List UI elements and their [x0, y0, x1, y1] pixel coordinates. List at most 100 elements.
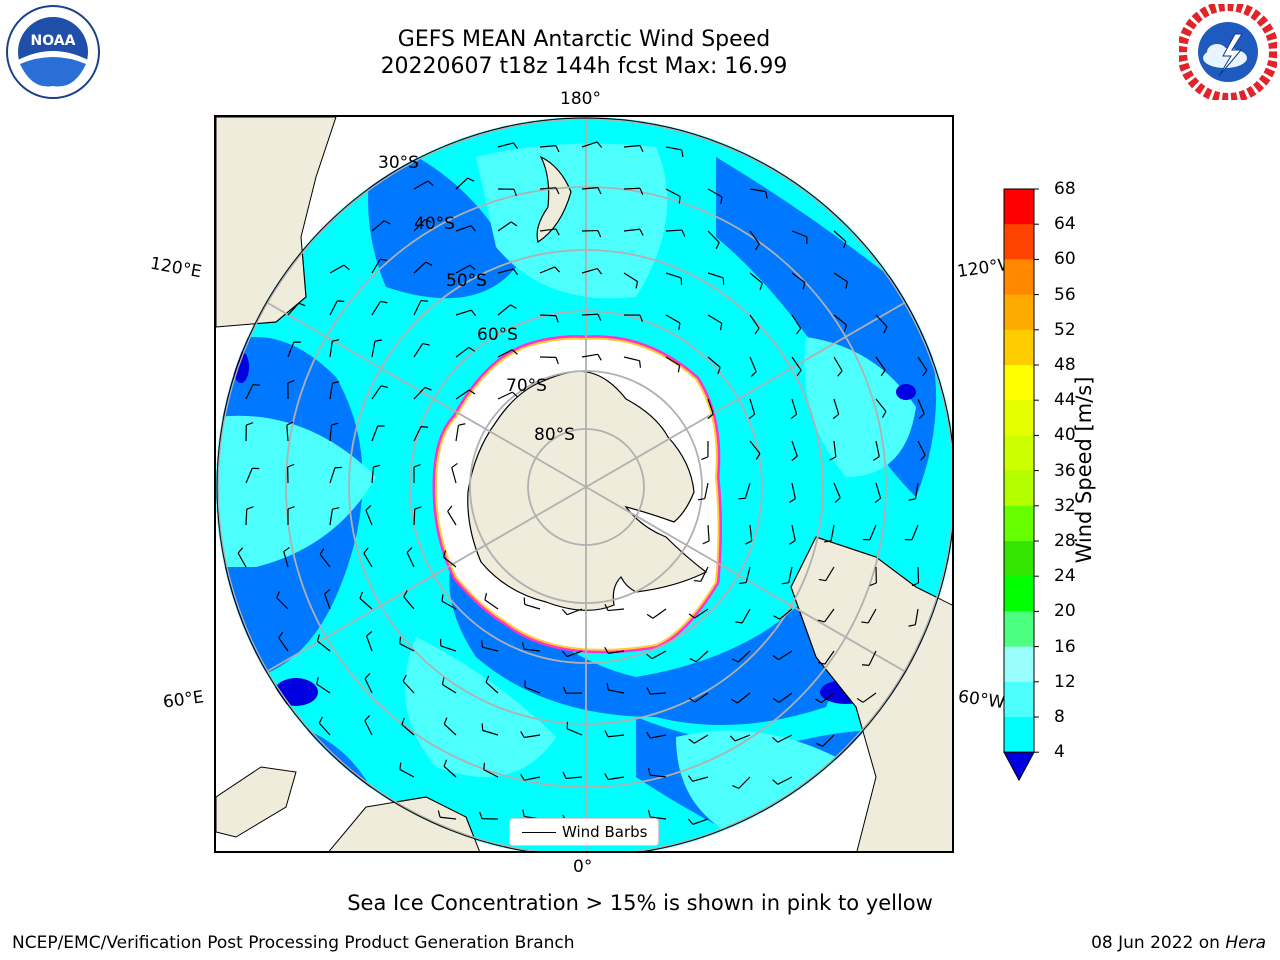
colorbar-tick-label: 56 — [1054, 284, 1076, 305]
wind-barb-staff — [914, 482, 919, 499]
wind-barb-staff — [665, 272, 682, 279]
wind-barb-flag — [554, 266, 561, 273]
wind-barb-flag — [702, 540, 710, 545]
wind-barb-staff — [403, 596, 415, 610]
wind-barb-staff — [791, 482, 796, 499]
wind-barb-staff — [539, 228, 556, 232]
wind-barb-staff — [824, 608, 835, 623]
wind-barb-staff — [455, 225, 472, 232]
wind-barb-staff — [371, 425, 379, 442]
wind-barb-staff — [581, 313, 599, 316]
wind-barb-staff — [364, 678, 373, 694]
wind-barb-staff — [608, 650, 625, 654]
wind-barb-staff — [917, 398, 925, 414]
wind-barb-staff — [665, 314, 681, 324]
colorbar-tick-label: 4 — [1054, 742, 1065, 763]
wind-barb-flag — [688, 738, 695, 744]
wind-barb-staff — [413, 386, 426, 400]
wind-barb-flag — [635, 281, 639, 289]
wind-barb-flag — [646, 731, 651, 739]
wind-barb-flag — [791, 455, 798, 462]
lon-label-180: 180° — [560, 89, 601, 109]
wind-barb-staff — [707, 524, 710, 542]
wind-barb-flag — [422, 343, 430, 346]
wind-barb-flag — [688, 697, 696, 703]
wind-barb-staff — [413, 180, 429, 190]
wind-barb-staff — [447, 511, 457, 526]
wind-barb-flag — [298, 302, 306, 307]
wind-barb-staff — [483, 769, 499, 778]
wind-barb-staff — [917, 356, 928, 371]
wind-barb-staff — [707, 230, 720, 243]
wind-barb-flag — [597, 353, 602, 361]
colorbar-segment — [1004, 435, 1034, 472]
wind-barb-staff — [665, 356, 680, 366]
wind-barb-staff — [329, 509, 333, 526]
wind-barb-flag — [908, 624, 916, 627]
wind-barb-flag — [880, 369, 886, 377]
wind-barb-staff — [693, 734, 709, 744]
wind-barb-staff — [371, 467, 375, 484]
wind-barb-flag — [403, 590, 408, 597]
colorbar-tick-label: 36 — [1054, 460, 1076, 481]
wind-barb-staff — [869, 524, 877, 540]
wind-barb-staff — [455, 389, 470, 400]
wind-barb-flag — [561, 650, 568, 657]
wind-barb-staff — [749, 188, 766, 193]
wind-barb-staff — [704, 482, 709, 499]
wind-barb-staff — [581, 267, 598, 274]
wind-barb-staff — [497, 349, 513, 358]
wind-barb-staff — [868, 650, 877, 666]
wind-barb-staff — [413, 219, 426, 232]
colorbar-segment — [1004, 294, 1034, 331]
wind-barb-flag — [246, 506, 254, 510]
colorbar-tick-label: 40 — [1054, 425, 1076, 446]
colorbar-segment — [1004, 681, 1034, 718]
wind-barb-staff — [276, 597, 289, 610]
wind-barb-staff — [707, 272, 724, 279]
wind-barb-staff — [652, 608, 667, 619]
wind-barb-staff — [608, 734, 625, 738]
wind-barb-staff — [749, 524, 753, 541]
wind-barb-flag — [469, 264, 476, 271]
wind-barb-flag — [755, 243, 760, 251]
wind-barb-flag — [442, 550, 447, 558]
wind-barb-flag — [834, 497, 841, 504]
wind-barb-flag — [380, 300, 388, 304]
wind-barb-staff — [316, 683, 331, 694]
wind-barb-staff — [566, 776, 583, 780]
wind-barb-flag — [470, 225, 477, 232]
wind-barb-flag — [781, 582, 789, 585]
wind-barb-staff — [455, 309, 472, 316]
lat-label-40s: 40°S — [414, 214, 455, 234]
wind-barb-staff — [524, 686, 541, 694]
wind-barb-flag — [447, 505, 453, 512]
wind-barb-flag — [837, 370, 843, 377]
wind-barb-staff — [329, 341, 333, 358]
wind-barb-flag — [729, 735, 736, 742]
wind-barb-staff — [791, 314, 802, 329]
wind-barb-flag — [908, 498, 916, 501]
wind-barb-flag — [332, 507, 340, 510]
wind-barb-flag — [364, 673, 371, 679]
wind-barb-flag — [717, 367, 721, 375]
wind-barb-flag — [604, 730, 609, 737]
new-zealand-land — [536, 155, 572, 243]
wind-barb-flag — [562, 771, 567, 779]
nws-logo — [1179, 4, 1277, 100]
wind-barb-flag — [790, 413, 797, 420]
wind-barb-flag — [802, 282, 806, 290]
colorbar-tick-label: 44 — [1054, 390, 1076, 411]
wind-barb-flag — [911, 582, 919, 587]
wind-barb-staff — [738, 776, 751, 789]
wind-barb-staff — [399, 643, 415, 652]
wind-barb-flag — [920, 454, 926, 461]
wind-barb-staff — [539, 314, 557, 317]
wind-barb-staff — [441, 600, 457, 610]
wind-barb-staff — [278, 637, 289, 652]
wind-barb-staff — [497, 391, 513, 400]
legend-label: Wind Barbs — [562, 823, 648, 841]
wind-barb-flag — [765, 191, 768, 199]
wind-barb-flag — [869, 582, 877, 587]
wind-barb-staff — [911, 524, 919, 541]
